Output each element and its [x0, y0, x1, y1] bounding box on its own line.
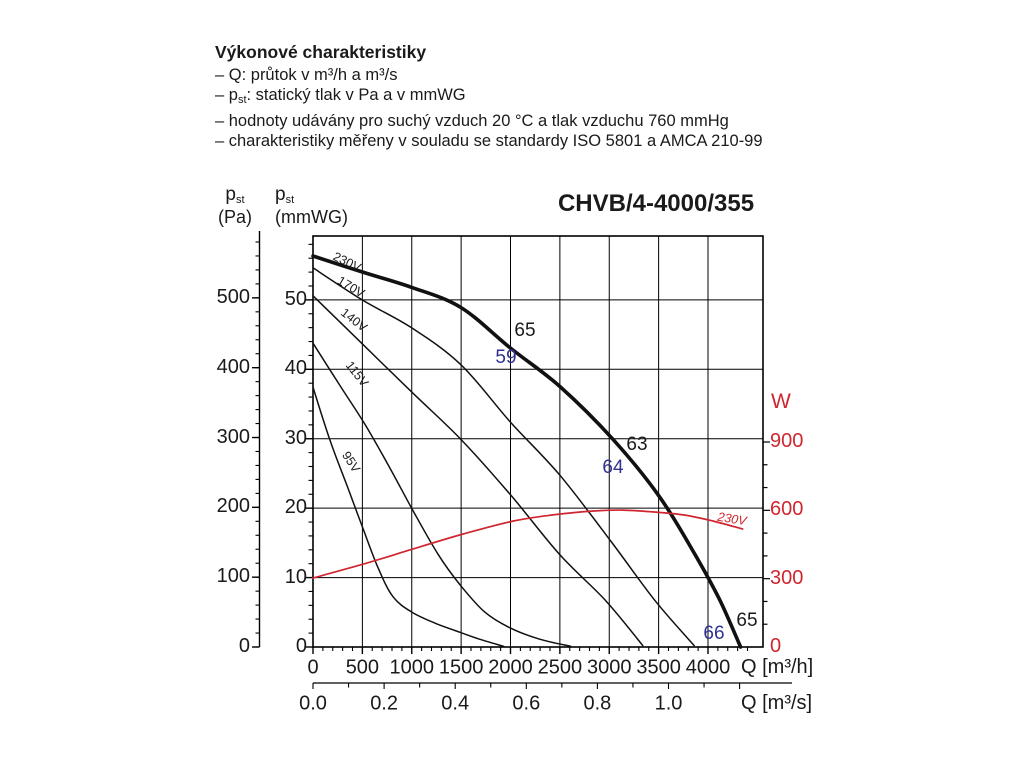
axis-title-mmwg: pst (mmWG): [275, 184, 348, 227]
page-title: Výkonové charakteristiky: [215, 42, 427, 62]
axis-title-pa: pst (Pa): [217, 184, 252, 227]
power-curve-230V: [312, 509, 744, 579]
header-notes: Výkonové charakteristiky – Q: průtok v m…: [215, 42, 763, 152]
pressure-curve-115V: [312, 342, 572, 648]
pressure-curve-170V: [312, 267, 695, 647]
pressure-curve-230V: [311, 254, 743, 649]
pressure-curve-140V: [312, 295, 644, 647]
chart-title: CHVB/4-4000/355: [557, 190, 755, 217]
x-axis-unit-m3h: Q [m³/h]: [741, 656, 814, 678]
note-conditions: – hodnoty udávány pro suchý vzduch 20 °C…: [215, 111, 729, 130]
note-standards: – charakteristiky měřeny v souladu se st…: [215, 132, 763, 150]
pressure-curve-95V: [312, 386, 505, 648]
note-flow: – Q: průtok v m³/h a m³/s: [215, 65, 398, 84]
x-axis-unit-m3s: Q [m³/s]: [741, 692, 813, 714]
note-pressure: – pst: statický tlak v Pa a v mmWG: [215, 86, 466, 106]
plot-border: [312, 235, 764, 648]
axis-title-watts: W: [771, 390, 791, 413]
